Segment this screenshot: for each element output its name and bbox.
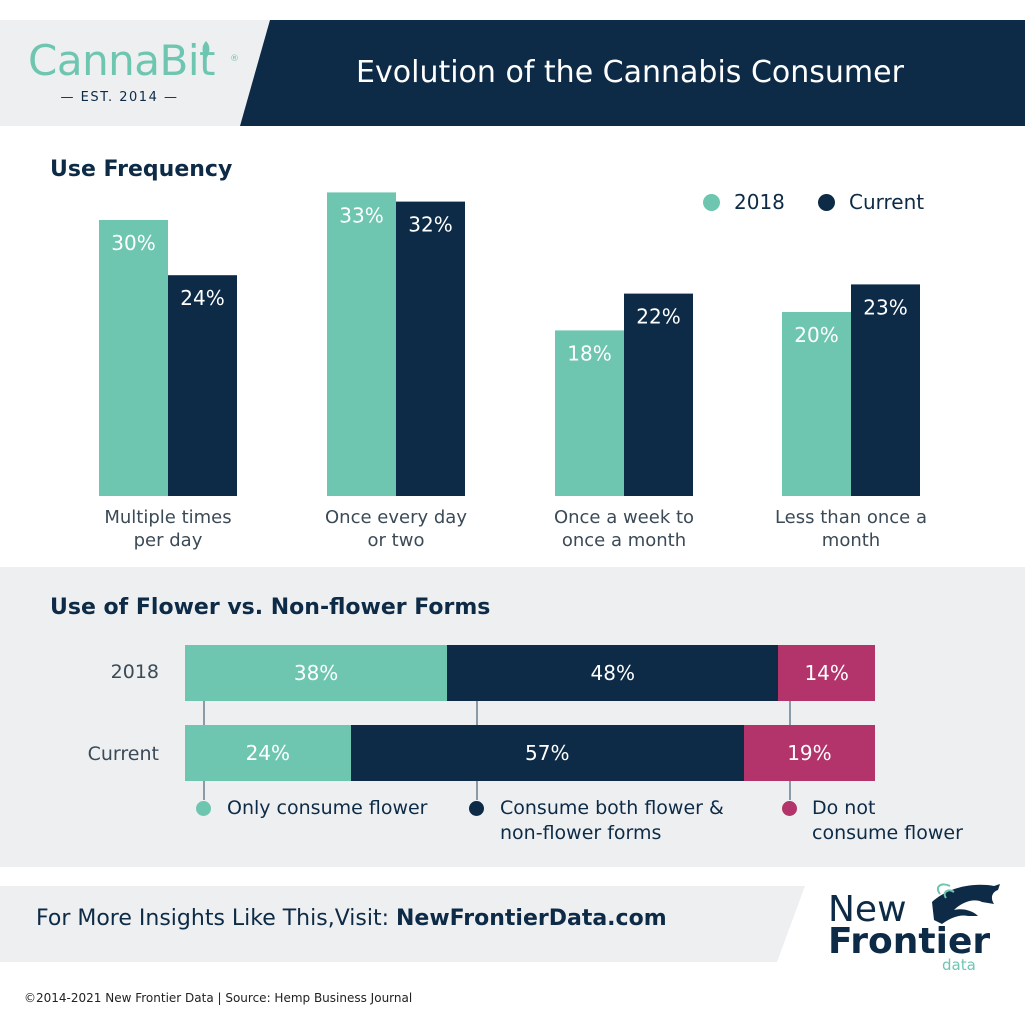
row-label-2018: 2018 xyxy=(110,661,159,683)
stacked-bar-2018: 38% 48% 14% xyxy=(185,645,875,701)
legend-label-line: Do not xyxy=(812,797,876,819)
legend-label-line: Consume both flower & xyxy=(500,797,724,819)
use-frequency-title: Use Frequency xyxy=(50,157,233,182)
legend-item-current: Current xyxy=(818,190,924,214)
bar-value-label: 32% xyxy=(408,213,452,237)
category-label: per day xyxy=(134,530,203,551)
bar xyxy=(555,330,624,496)
category-label: Once every day xyxy=(325,507,467,528)
bar xyxy=(327,192,396,496)
flower-forms-panel xyxy=(0,567,1025,867)
legend-item-2018: 2018 xyxy=(703,190,785,214)
registered-mark-icon: ® xyxy=(230,54,239,64)
flower-forms-title: Use of Flower vs. Non-flower Forms xyxy=(50,595,491,620)
bar-value-label: 22% xyxy=(636,305,680,329)
leaf-icon xyxy=(202,41,210,59)
bar xyxy=(99,220,168,496)
bar xyxy=(168,275,237,496)
bar-value-label: 24% xyxy=(180,286,224,310)
legend-label: 2018 xyxy=(734,190,785,214)
legend-dot-only-flower xyxy=(196,801,211,816)
copyright-text: ©2014-2021 New Frontier Data | Source: H… xyxy=(24,991,413,1005)
legend-dot-no-flower xyxy=(782,801,797,816)
legend-only-flower: Only consume flower xyxy=(227,796,427,821)
new-frontier-logo-new: New xyxy=(828,889,907,930)
bar-value-label: 30% xyxy=(111,231,155,255)
segment-value-label: 24% xyxy=(245,741,291,765)
title-banner xyxy=(240,20,1025,126)
row-label-current: Current xyxy=(87,743,159,765)
bar xyxy=(782,312,851,496)
segment-value-label: 14% xyxy=(804,661,849,685)
segment-value-label: 48% xyxy=(590,661,635,685)
legend-swatch xyxy=(818,193,835,211)
segment-value-label: 38% xyxy=(293,661,339,685)
category-label: once a month xyxy=(562,530,686,551)
bar-segment: 57% xyxy=(350,725,744,781)
new-frontier-logo-frontier: Frontier xyxy=(828,921,991,962)
horse-icon xyxy=(932,883,1000,924)
footer-cta: For More Insights Like This,Visit: NewFr… xyxy=(36,906,667,931)
legend-no-flower: Do not consume flower xyxy=(812,796,963,846)
bar xyxy=(851,284,920,496)
footer-band xyxy=(0,886,805,962)
legend-label-line: consume flower xyxy=(812,822,963,844)
legend-dot-both-forms xyxy=(469,801,484,816)
bar-value-label: 20% xyxy=(794,323,838,347)
bar xyxy=(624,293,693,496)
category-label: Once a week to xyxy=(554,507,694,528)
legend-both-forms: Consume both flower & non-flower forms xyxy=(500,796,724,846)
segment-value-label: 19% xyxy=(787,741,832,765)
segment-value-label: 57% xyxy=(525,741,570,765)
bar-segment: 14% xyxy=(778,645,875,701)
legend-swatch xyxy=(703,193,720,211)
category-label: month xyxy=(822,530,880,551)
stacked-bar-current: 24% 57% 19% xyxy=(185,725,875,781)
bar-segment: 38% xyxy=(185,645,448,701)
legend-label-line: non-flower forms xyxy=(500,822,662,844)
logo-established: — EST. 2014 — xyxy=(60,90,179,105)
bar-value-label: 33% xyxy=(339,203,383,227)
page-title: Evolution of the Cannabis Consumer xyxy=(356,55,904,90)
logo-panel xyxy=(0,20,270,126)
footer-cta-text: For More Insights Like This,Visit: xyxy=(36,906,396,931)
legend-label: Current xyxy=(849,190,925,214)
category-label: Less than once a xyxy=(775,507,927,528)
category-label: Multiple times xyxy=(104,507,231,528)
legend-label: Only consume flower xyxy=(227,797,428,819)
bar-value-label: 18% xyxy=(567,341,611,365)
bar-segment: 24% xyxy=(185,725,351,781)
new-frontier-logo-data: data xyxy=(942,956,976,974)
bar-segment: 19% xyxy=(743,725,875,781)
bar xyxy=(396,201,465,496)
bar-segment: 48% xyxy=(447,645,779,701)
cannabit-logo: CannaBit xyxy=(28,36,216,85)
bar-value-label: 23% xyxy=(863,295,907,319)
category-label: or two xyxy=(368,530,425,551)
footer-link[interactable]: NewFrontierData.com xyxy=(395,906,667,931)
